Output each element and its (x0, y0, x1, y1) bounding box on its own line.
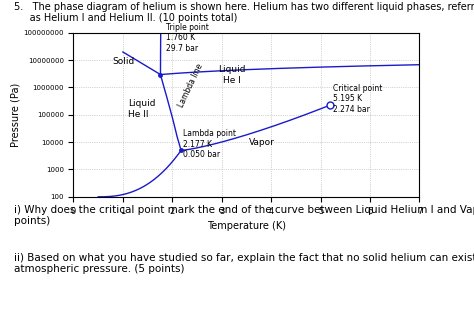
Text: Liquid
He II: Liquid He II (128, 99, 155, 119)
Text: Lambda point
2.177 K
0.050 bar: Lambda point 2.177 K 0.050 bar (183, 130, 236, 159)
Text: Vapor: Vapor (249, 138, 275, 147)
Text: i) Why does the critical point mark the end of the curve between Liquid Helium I: i) Why does the critical point mark the … (14, 205, 474, 215)
Y-axis label: Pressure (Pa): Pressure (Pa) (10, 83, 20, 147)
Text: Critical point
5.195 K
2.274 bar: Critical point 5.195 K 2.274 bar (333, 84, 383, 114)
Text: Solid: Solid (112, 57, 134, 66)
Text: Lambda line: Lambda line (176, 62, 204, 109)
Text: Liquid
He I: Liquid He I (218, 65, 246, 85)
Text: points): points) (14, 216, 50, 226)
Text: as Helium I and Helium II. (10 points total): as Helium I and Helium II. (10 points to… (14, 13, 237, 23)
Text: ii) Based on what you have studied so far, explain the fact that no solid helium: ii) Based on what you have studied so fa… (14, 253, 474, 262)
Text: atmospheric pressure. (5 points): atmospheric pressure. (5 points) (14, 264, 185, 274)
X-axis label: Temperature (K): Temperature (K) (207, 221, 286, 231)
Text: Triple point
1.760 K
29.7 bar: Triple point 1.760 K 29.7 bar (166, 23, 210, 53)
Text: 5.   The phase diagram of helium is shown here. Helium has two different liquid : 5. The phase diagram of helium is shown … (14, 2, 474, 11)
